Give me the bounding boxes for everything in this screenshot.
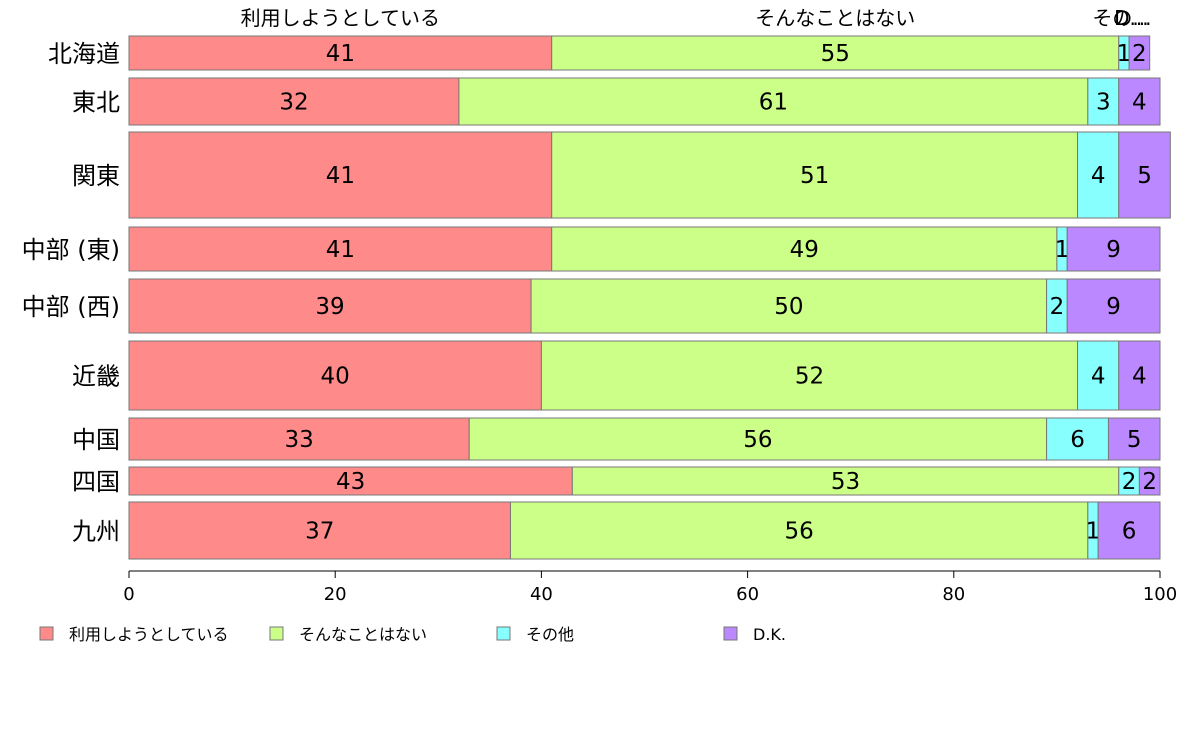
bar-segment <box>1118 340 1161 411</box>
legend-label: 利用しようとしている <box>69 625 229 644</box>
bar-segment <box>128 340 542 411</box>
data-label: 2 <box>1050 294 1065 320</box>
top-series-label: その... <box>1092 6 1151 30</box>
category-label: 四国 <box>72 468 120 496</box>
legend-label: その他 <box>526 625 574 644</box>
top-series-label: そんなことはない <box>755 6 915 30</box>
data-label: 51 <box>800 163 829 189</box>
data-label: 4 <box>1091 364 1106 390</box>
category-label: 近畿 <box>72 363 120 391</box>
data-label: 39 <box>315 294 344 320</box>
legend-swatch <box>39 626 54 641</box>
data-label: 61 <box>759 90 788 116</box>
category-label: 中国 <box>72 426 120 454</box>
bar-segment <box>468 417 1048 461</box>
bar-segment <box>1118 131 1171 219</box>
bar-segment <box>1066 226 1161 272</box>
data-label: 43 <box>336 469 365 495</box>
bar-segment <box>128 417 470 461</box>
data-label: 56 <box>785 519 814 545</box>
data-label: 1 <box>1086 519 1101 545</box>
data-label: 4 <box>1132 364 1147 390</box>
bar-segment <box>551 35 1120 71</box>
top-series-label: 利用しようとしている <box>241 6 440 30</box>
data-label: 2 <box>1122 469 1137 495</box>
x-tick-label: 40 <box>530 584 553 605</box>
data-label: 5 <box>1127 427 1142 453</box>
bar-segment <box>128 131 553 219</box>
bar-segment <box>1107 417 1161 461</box>
bar-segment <box>551 131 1079 219</box>
bar-segment <box>540 340 1079 411</box>
data-label: 4 <box>1091 163 1106 189</box>
data-label: 41 <box>326 41 355 67</box>
category-label: 九州 <box>72 518 120 546</box>
data-label: 6 <box>1122 519 1137 545</box>
bar-segment <box>571 466 1120 496</box>
bar-segment <box>1118 77 1161 126</box>
data-label: 41 <box>326 163 355 189</box>
data-label: 6 <box>1070 427 1085 453</box>
bar-segment <box>128 35 553 71</box>
x-tick-label: 60 <box>736 584 759 605</box>
bar-segment <box>1066 278 1161 334</box>
bar-segment <box>1077 131 1120 219</box>
data-label: 33 <box>284 427 313 453</box>
data-label: 40 <box>321 364 350 390</box>
x-tick-label: 0 <box>123 584 134 605</box>
data-label: 5 <box>1137 163 1152 189</box>
category-label: 関東 <box>72 162 120 190</box>
data-label: 55 <box>821 41 850 67</box>
legend-swatch <box>496 626 511 641</box>
data-label: 2 <box>1132 41 1147 67</box>
bar-segment <box>128 77 460 126</box>
bar-segment <box>128 466 573 496</box>
legend-swatch <box>723 626 738 641</box>
bar-segment <box>1077 340 1120 411</box>
legend-label: D.K. <box>753 625 786 644</box>
legend-label: そんなことはない <box>299 625 427 644</box>
data-label: 32 <box>279 90 308 116</box>
x-tick-label: 20 <box>324 584 347 605</box>
x-tick-label: 100 <box>1143 584 1177 605</box>
category-label: 中部 (西) <box>22 293 120 321</box>
bar-segment <box>1087 77 1120 126</box>
bar-segment <box>128 278 532 334</box>
top-series-label: D... <box>1114 6 1148 30</box>
bar-segment <box>1138 466 1161 496</box>
bar-segment <box>128 501 511 560</box>
data-label: 2 <box>1142 469 1157 495</box>
bar-segment <box>1128 35 1151 71</box>
category-label: 北海道 <box>48 40 120 68</box>
bar-segment <box>551 226 1058 272</box>
data-label: 49 <box>790 237 819 263</box>
bar-segment <box>530 278 1048 334</box>
legend-swatch <box>269 626 284 641</box>
data-label: 4 <box>1132 90 1147 116</box>
category-label: 東北 <box>72 89 120 117</box>
x-tick-label: 80 <box>942 584 965 605</box>
data-label: 9 <box>1106 294 1121 320</box>
data-label: 52 <box>795 364 824 390</box>
data-label: 50 <box>774 294 803 320</box>
bar-segment <box>1046 417 1109 461</box>
data-label: 37 <box>305 519 334 545</box>
data-label: 56 <box>743 427 772 453</box>
bar-segment <box>509 501 1089 560</box>
bar-segment <box>128 226 553 272</box>
data-label: 53 <box>831 469 860 495</box>
data-label: 1 <box>1117 41 1132 67</box>
data-label: 3 <box>1096 90 1111 116</box>
bar-segment <box>1097 501 1161 560</box>
data-label: 9 <box>1106 237 1121 263</box>
data-label: 1 <box>1055 237 1070 263</box>
data-label: 41 <box>326 237 355 263</box>
category-label: 中部 (東) <box>22 236 120 264</box>
